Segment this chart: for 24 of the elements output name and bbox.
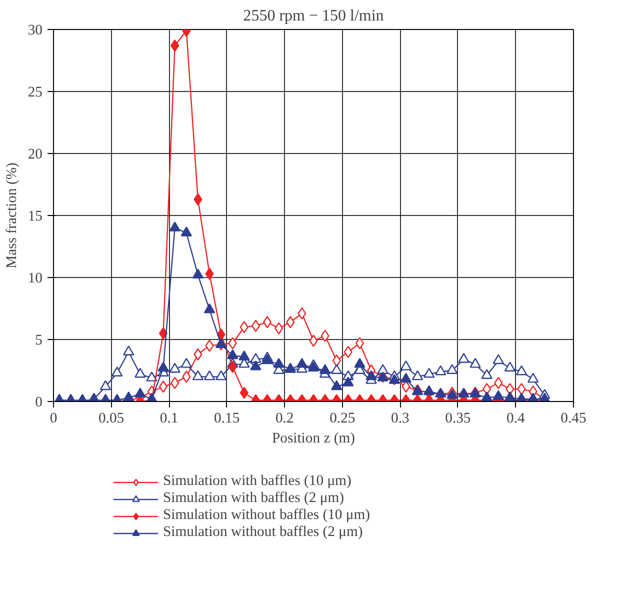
legend-label: Simulation with baffles (2 μm) bbox=[163, 490, 344, 507]
x-tick-label: 0 bbox=[50, 410, 58, 426]
x-tick-label: 0.45 bbox=[560, 410, 586, 426]
y-axis-title: Mass fraction (%) bbox=[4, 162, 20, 268]
y-tick-label: 10 bbox=[28, 270, 42, 286]
x-tick-label: 0.1 bbox=[160, 410, 178, 426]
chart-title: 2550 rpm − 150 l/min bbox=[243, 8, 384, 24]
legend-label: Simulation without baffles (10 μm) bbox=[163, 507, 370, 524]
y-tick-label: 30 bbox=[28, 22, 42, 38]
x-tick-label: 0.4 bbox=[506, 410, 526, 426]
y-tick-label: 5 bbox=[35, 332, 42, 348]
x-tick-label: 0.25 bbox=[330, 410, 356, 426]
x-tick-label: 0.2 bbox=[275, 410, 294, 426]
x-tick-label: 0.05 bbox=[98, 410, 124, 426]
x-tick-label: 0.35 bbox=[445, 410, 471, 426]
legend-label: Simulation with baffles (10 μm) bbox=[163, 473, 352, 490]
y-tick-label: 15 bbox=[28, 208, 42, 224]
y-tick-label: 0 bbox=[35, 394, 42, 410]
y-tick-label: 25 bbox=[28, 84, 42, 100]
x-axis-title: Position z (m) bbox=[272, 430, 356, 446]
x-tick-label: 0.15 bbox=[214, 410, 240, 426]
legend-label: Simulation without baffles (2 μm) bbox=[163, 524, 363, 541]
y-tick-label: 20 bbox=[28, 146, 42, 162]
x-tick-label: 0.3 bbox=[391, 410, 410, 426]
